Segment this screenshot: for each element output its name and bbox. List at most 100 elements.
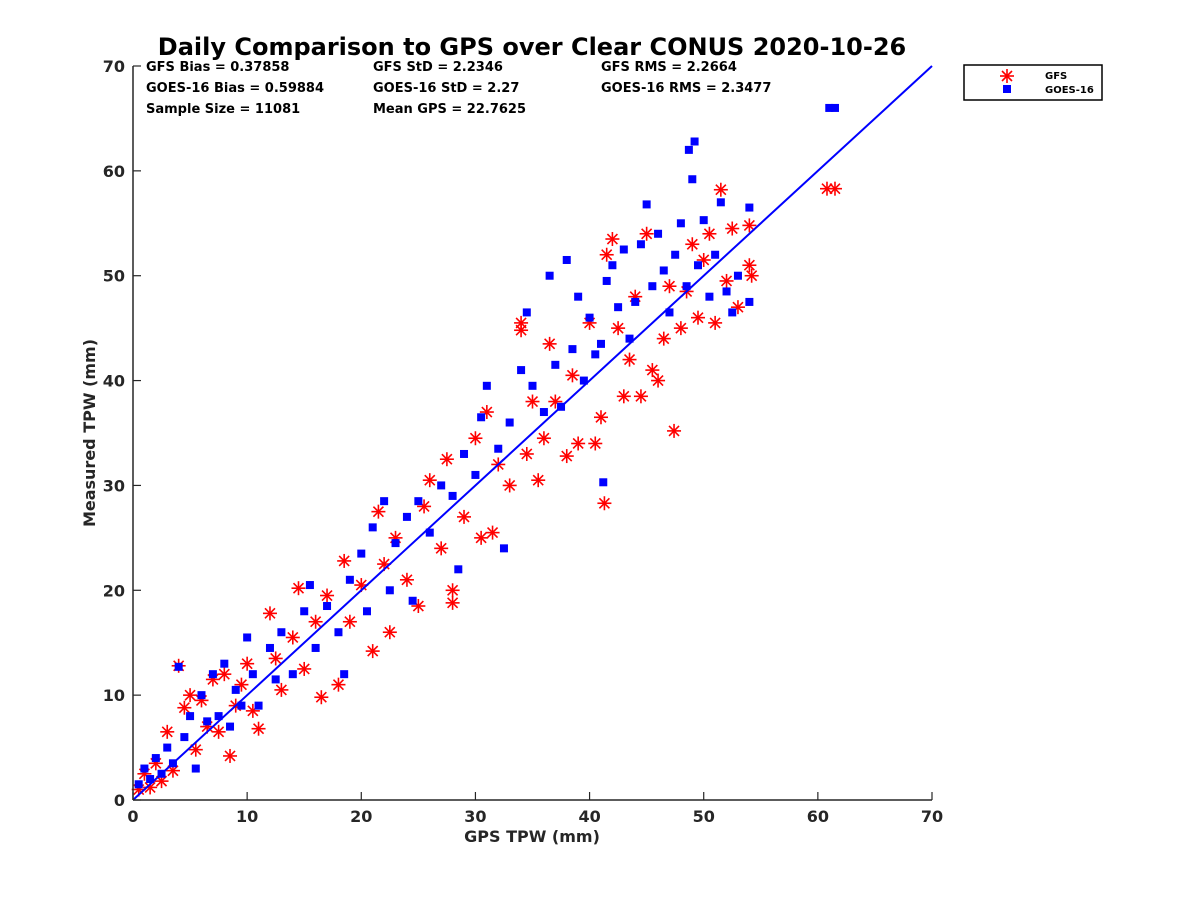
goes-point — [499, 544, 508, 553]
x-tick-label: 40 — [578, 807, 600, 826]
goes-point — [665, 308, 674, 317]
points-layer — [131, 65, 933, 801]
goes-point — [659, 266, 668, 275]
goes-point — [654, 229, 663, 238]
goes-point — [191, 764, 200, 773]
goes-point — [362, 607, 371, 616]
y-tick-label: 20 — [103, 581, 125, 600]
gfs-point — [536, 431, 551, 446]
goes-point — [163, 743, 172, 752]
goes-point — [596, 339, 605, 348]
goes-point — [545, 271, 554, 280]
goes-point — [208, 670, 217, 679]
goes-point — [825, 103, 834, 112]
goes-point — [625, 334, 634, 343]
gfs-point — [725, 221, 740, 236]
goes-point — [733, 271, 742, 280]
gfs-point — [251, 721, 266, 736]
goes-point — [243, 633, 252, 642]
x-tick-label: 10 — [236, 807, 258, 826]
gfs-point — [593, 410, 608, 425]
gfs-point — [337, 553, 352, 568]
goes-point — [694, 261, 703, 270]
gfs-point — [565, 368, 580, 383]
goes-point — [699, 216, 708, 225]
gfs-point — [183, 688, 198, 703]
y-tick-label: 30 — [103, 476, 125, 495]
goes-point — [265, 643, 274, 652]
goes-point — [454, 565, 463, 574]
gfs-point — [702, 226, 717, 241]
x-tick-label: 0 — [127, 807, 138, 826]
gfs-point — [691, 310, 706, 325]
y-tick-label: 10 — [103, 686, 125, 705]
axes-layer: 0 10 20 30 40 50 60 70 0 10 20 30 40 50 60 70 — [103, 57, 943, 826]
stat-gfs-bias: GFS Bias = 0.37858 — [146, 60, 289, 75]
gfs-point — [308, 614, 323, 629]
goes-point — [414, 497, 423, 506]
x-tick-label: 30 — [464, 807, 486, 826]
legend-gfs-label: GFS — [1045, 71, 1067, 82]
goes-point — [180, 733, 189, 742]
goes-point — [494, 444, 503, 453]
goes-point — [203, 717, 212, 726]
goes-point — [517, 366, 526, 375]
goes-point — [728, 308, 737, 317]
gfs-point — [371, 504, 386, 519]
goes-point — [323, 602, 332, 611]
stat-gfs-rms: GFS RMS = 2.2664 — [601, 60, 737, 75]
x-tick-label: 50 — [693, 807, 715, 826]
goes-point — [357, 549, 366, 558]
goes-point — [671, 250, 680, 259]
gfs-point — [622, 352, 637, 367]
goes-point — [254, 701, 263, 710]
x-tick-label: 70 — [921, 807, 943, 826]
goes-point — [300, 607, 309, 616]
goes-point — [608, 261, 617, 270]
goes-point — [140, 764, 149, 773]
goes-point — [676, 219, 685, 228]
goes-point — [705, 292, 714, 301]
gfs-point — [342, 614, 357, 629]
y-tick-label: 50 — [103, 267, 125, 286]
goes-point — [334, 628, 343, 637]
gfs-point — [211, 724, 226, 739]
goes-point — [648, 282, 657, 291]
gfs-point — [719, 273, 734, 288]
stat-mean-gps: Mean GPS = 22.7625 — [373, 102, 526, 117]
gfs-point — [411, 599, 426, 614]
gfs-point — [331, 677, 346, 692]
one-to-one-line — [132, 65, 933, 801]
gfs-point — [485, 525, 500, 540]
goes-point — [146, 775, 155, 784]
goes-point — [505, 418, 514, 427]
gfs-point — [633, 389, 648, 404]
gfs-point — [445, 595, 460, 610]
x-tick-label: 60 — [807, 807, 829, 826]
goes-point — [684, 145, 693, 154]
goes-point — [614, 303, 623, 312]
goes-point — [214, 712, 223, 721]
goes-point — [551, 360, 560, 369]
goes-point — [711, 250, 720, 259]
gfs-point — [656, 331, 671, 346]
goes-point — [237, 701, 246, 710]
goes-point — [305, 581, 314, 590]
goes-point — [722, 287, 731, 296]
goes-point — [585, 313, 594, 322]
y-tick-label: 40 — [103, 372, 125, 391]
gfs-point — [439, 452, 454, 467]
goes-point — [226, 722, 235, 731]
gfs-point — [268, 651, 283, 666]
gfs-point — [645, 363, 660, 378]
goes-point — [425, 528, 434, 537]
chart-title: Daily Comparison to GPS over Clear CONUS… — [158, 33, 906, 61]
gfs-point — [708, 315, 723, 330]
stat-goes-std: GOES-16 StD = 2.27 — [373, 81, 519, 96]
gfs-point — [514, 323, 529, 338]
goes-point — [186, 712, 195, 721]
gfs-point — [223, 748, 238, 763]
goes-point — [591, 350, 600, 359]
goes-point — [830, 103, 839, 112]
